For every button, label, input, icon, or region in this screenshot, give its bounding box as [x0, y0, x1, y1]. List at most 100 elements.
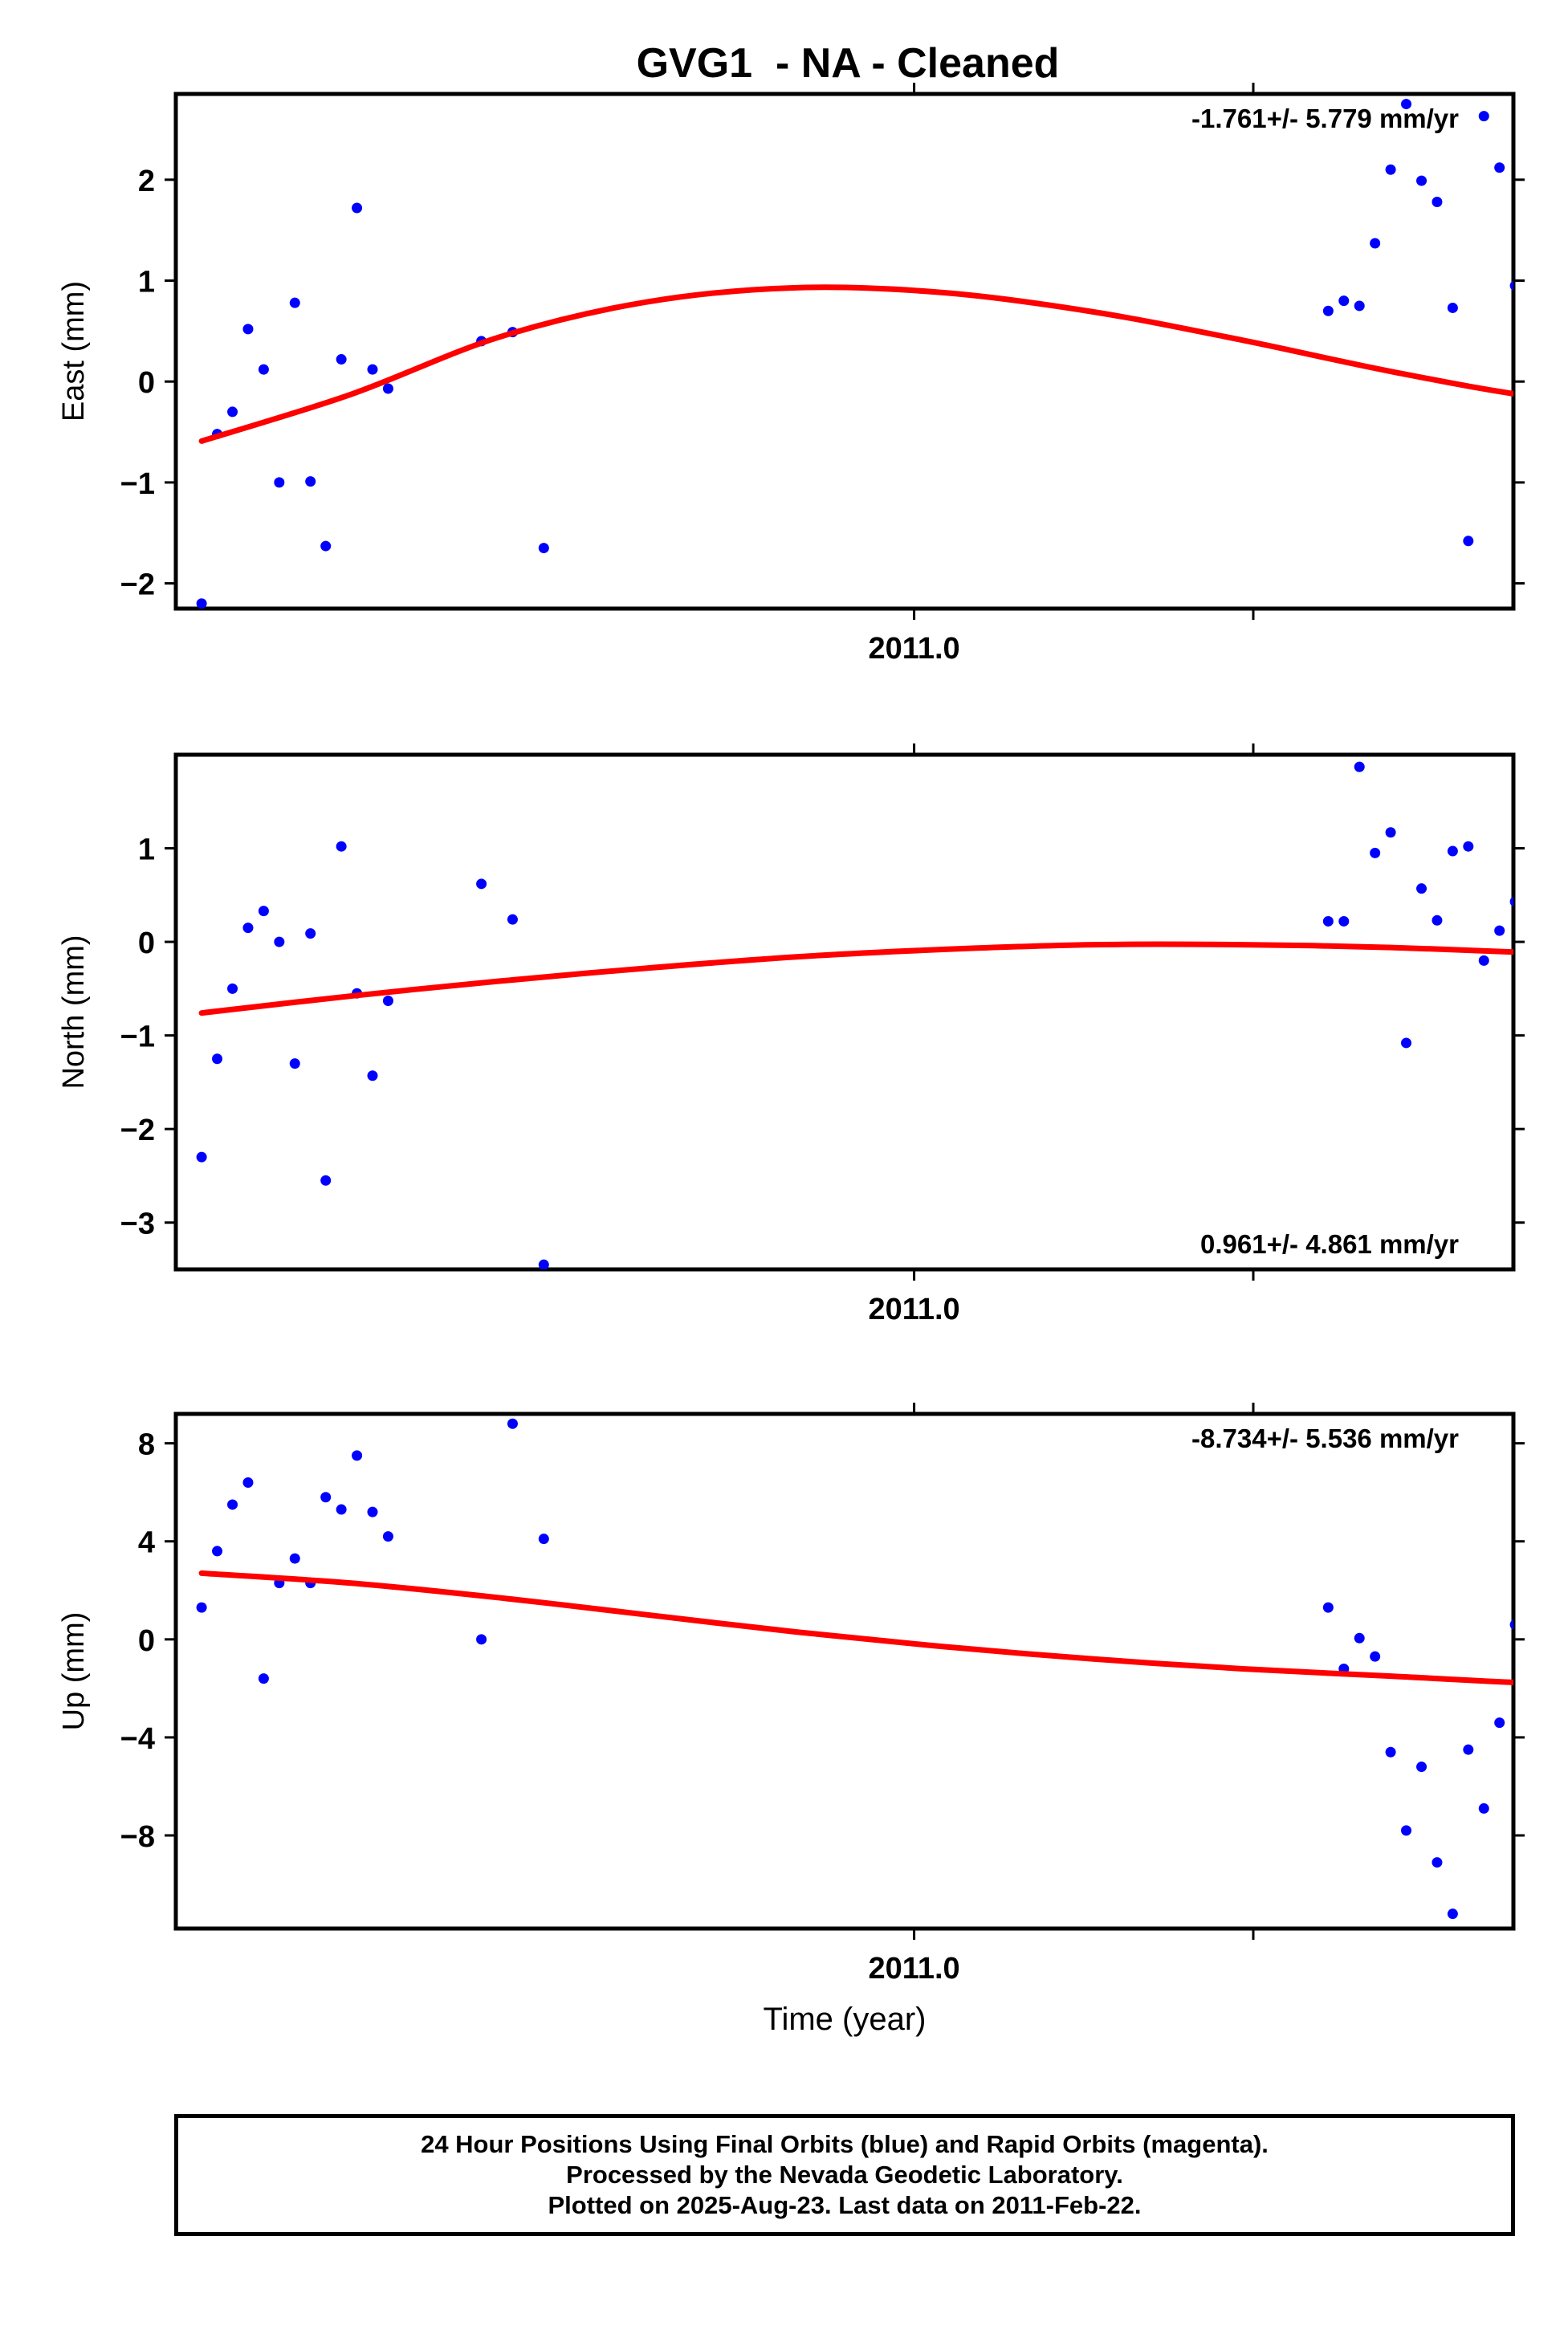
data-point — [305, 476, 316, 487]
data-point — [1509, 896, 1513, 907]
fit-curve — [198, 284, 1513, 444]
data-point — [289, 1058, 300, 1069]
data-point — [1494, 925, 1505, 936]
data-point — [1385, 164, 1396, 175]
data-point — [242, 324, 254, 335]
data-point — [1556, 1691, 1566, 1701]
footer-line-plotted: Plotted on 2025-Aug-23. Last data on 201… — [548, 2191, 1142, 2219]
data-point — [227, 406, 238, 418]
y-tick-label: 4 — [138, 1526, 155, 1560]
data-point — [336, 1504, 347, 1515]
data-point — [1370, 1651, 1381, 1662]
data-point — [1463, 1744, 1474, 1755]
y-tick-label: −3 — [120, 1208, 155, 1241]
data-point — [1385, 827, 1396, 838]
x-axis-label: Time (year) — [764, 2002, 927, 2037]
y-tick-label: −1 — [120, 467, 155, 501]
y-axis-label: East (mm) — [57, 281, 91, 422]
data-point — [1447, 302, 1458, 313]
data-point — [1478, 955, 1489, 966]
data-point — [1525, 939, 1536, 949]
data-point — [336, 354, 347, 365]
y-tick-label: −4 — [120, 1722, 155, 1756]
data-point — [227, 983, 238, 994]
fit-curve — [198, 941, 1513, 1016]
data-point — [1385, 1746, 1396, 1758]
rate-annotation: 0.961+/- 4.861 mm/yr — [1200, 1229, 1459, 1259]
data-point — [1541, 1671, 1551, 1681]
data-point — [1494, 162, 1505, 173]
data-point — [274, 477, 285, 488]
rate-annotation: -8.734+/- 5.536 mm/yr — [1191, 1424, 1459, 1453]
data-point — [1447, 1908, 1458, 1920]
data-point — [320, 540, 332, 552]
y-axis-label: Up (mm) — [57, 1612, 91, 1731]
data-point — [1541, 418, 1551, 429]
data-point — [320, 1175, 332, 1186]
panel-north: −3 −2 −1 0 1 2011.0 North (mm) 0.961+/- 4.861 m… — [57, 743, 1566, 1326]
data-point — [476, 1634, 487, 1645]
y-tick-label: 1 — [138, 833, 155, 867]
plot-frame — [173, 1411, 1516, 1931]
plot-data — [196, 99, 1566, 609]
x-tick-label: 2011.0 — [869, 632, 960, 666]
data-point — [212, 1546, 223, 1557]
data-point — [1416, 883, 1427, 894]
fit-curve — [198, 1570, 1513, 1685]
plot-frame — [173, 752, 1516, 1272]
y-axis-label: North (mm) — [57, 935, 91, 1089]
data-point — [538, 1259, 549, 1269]
data-point — [1322, 1602, 1334, 1613]
data-point — [1463, 841, 1474, 852]
y-tick-label: 0 — [138, 927, 155, 960]
data-point — [1509, 1619, 1513, 1630]
data-point — [382, 383, 393, 394]
data-point — [1322, 305, 1334, 316]
data-point — [367, 364, 378, 375]
footer-info-box: 24 Hour Positions Using Final Orbits (bl… — [174, 2114, 1515, 2236]
data-point — [1556, 1081, 1566, 1092]
panel-up: −8 −4 0 4 8 2011.0 Up (mm) -8.734+/- 5.536 mm/y… — [57, 1403, 1566, 1986]
footer-line-orbits: 24 Hour Positions Using Final Orbits (bl… — [421, 2130, 1269, 2158]
data-point — [1463, 536, 1474, 547]
data-point — [274, 936, 285, 947]
data-point — [305, 928, 316, 939]
y-tick-label: −2 — [120, 568, 155, 602]
data-point — [1354, 761, 1365, 772]
footer-line-processed: Processed by the Nevada Geodetic Laborat… — [566, 2161, 1123, 2189]
data-point — [212, 1053, 223, 1065]
data-point — [1432, 196, 1443, 207]
data-point — [1525, 1713, 1536, 1723]
data-point — [1556, 377, 1566, 388]
data-point — [1354, 1632, 1365, 1644]
data-point — [1338, 915, 1350, 927]
data-point — [227, 1499, 238, 1510]
data-point — [336, 841, 347, 852]
data-point — [1478, 1802, 1489, 1814]
data-point — [1401, 1825, 1412, 1836]
data-point — [538, 543, 549, 554]
data-point — [289, 1553, 300, 1564]
y-tick-label: 8 — [138, 1428, 155, 1462]
data-point — [1447, 845, 1458, 857]
data-point — [352, 1450, 363, 1461]
x-tick-label: 2011.0 — [869, 1293, 960, 1326]
panel-east: −2 −1 0 1 2 2011.0 East (mm) -1.761+/- 5.779 mm… — [57, 83, 1566, 666]
y-tick-label: −1 — [120, 1020, 155, 1054]
data-point — [1370, 238, 1381, 249]
y-tick-label: 0 — [138, 1624, 155, 1658]
y-tick-label: −2 — [120, 1114, 155, 1147]
data-point — [1509, 280, 1513, 291]
data-point — [196, 1151, 207, 1163]
data-point — [1401, 1037, 1412, 1049]
data-point — [367, 1070, 378, 1081]
y-tick-label: 2 — [138, 165, 155, 198]
rate-annotation: -1.761+/- 5.779 mm/yr — [1191, 104, 1459, 133]
data-point — [1432, 914, 1443, 926]
plot-data — [196, 1418, 1566, 1920]
data-point — [1432, 1857, 1443, 1868]
data-point — [1370, 847, 1381, 858]
data-point — [1478, 111, 1489, 122]
data-point — [1416, 1762, 1427, 1773]
figure-title: GVG1 - NA - Cleaned — [637, 40, 1060, 87]
